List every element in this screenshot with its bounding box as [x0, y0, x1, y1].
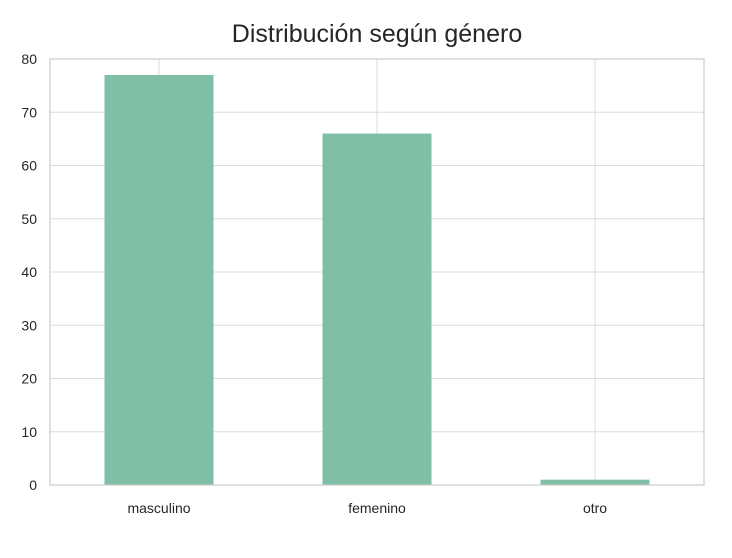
y-tick-label: 80 — [21, 51, 37, 67]
chart-title: Distribución según género — [231, 20, 523, 48]
bar-masculino — [104, 74, 214, 485]
y-tick-label: 70 — [21, 104, 37, 120]
y-tick-label: 40 — [21, 264, 37, 280]
y-tick-label: 0 — [29, 477, 37, 493]
y-tick-label: 50 — [21, 211, 37, 227]
x-tick-label: otro — [583, 500, 607, 516]
y-tick-label: 20 — [21, 371, 37, 387]
x-axis-ticks: masculino femenino otro — [127, 500, 607, 516]
bar-otro — [540, 479, 650, 485]
bar-femenino — [322, 133, 432, 486]
y-tick-label: 60 — [21, 158, 37, 174]
y-axis-ticks: 0 10 20 30 40 50 60 70 80 — [21, 51, 37, 493]
y-tick-label: 10 — [21, 424, 37, 440]
x-tick-label: femenino — [348, 500, 406, 516]
y-tick-label: 30 — [21, 317, 37, 333]
bars — [104, 74, 650, 486]
plot-frame — [49, 58, 705, 486]
x-tick-label: masculino — [127, 500, 190, 516]
